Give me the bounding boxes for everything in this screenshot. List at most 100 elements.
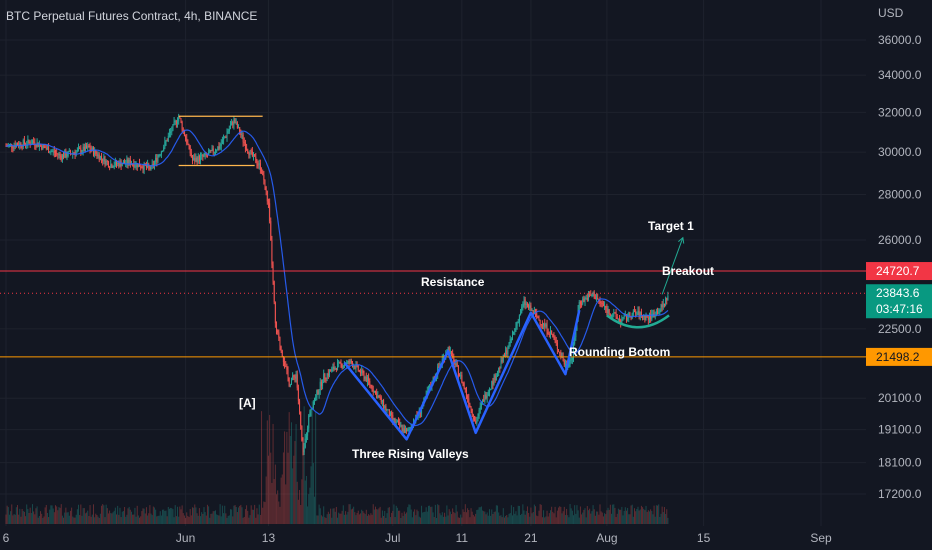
volume-bar	[69, 510, 71, 524]
candle-body	[110, 164, 112, 168]
volume-bar	[558, 507, 560, 524]
volume-bar	[200, 516, 202, 524]
volume-bar	[89, 505, 91, 524]
candle-body	[551, 330, 553, 335]
volume-bar	[11, 504, 13, 524]
volume-bar	[66, 512, 68, 524]
volume-bar	[293, 455, 295, 524]
candle-body	[406, 429, 408, 431]
volume-bar	[300, 505, 302, 524]
candle-body	[133, 163, 135, 168]
volume-bar	[206, 504, 208, 524]
candle-body	[487, 391, 489, 396]
candle-body	[171, 130, 173, 132]
candle-body	[76, 149, 78, 152]
volume-bar	[659, 516, 661, 524]
volume-bar	[38, 515, 40, 524]
candle-body	[498, 367, 500, 373]
candle-body	[152, 164, 154, 166]
candle-body	[292, 375, 294, 381]
candle-body	[204, 153, 206, 156]
volume-bar	[475, 513, 477, 524]
resistance-label: Resistance	[421, 275, 485, 289]
candle-body	[254, 154, 256, 157]
candle-body	[98, 154, 100, 160]
volume-bar	[26, 504, 28, 524]
candle-body	[358, 370, 360, 372]
volume-bar	[663, 507, 665, 524]
candle-body	[167, 135, 169, 142]
volume-bar	[364, 514, 366, 524]
volume-bar	[535, 506, 537, 524]
volume-bar	[203, 507, 205, 524]
volume-bar	[541, 517, 543, 524]
candle-body	[340, 361, 342, 364]
volume-bar	[573, 515, 575, 524]
volume-bar	[140, 516, 142, 524]
candle-body	[121, 163, 123, 167]
volume-bar	[531, 513, 533, 524]
breakout-arrow[interactable]	[661, 237, 684, 295]
candle-body	[217, 146, 219, 151]
candle-body	[61, 154, 63, 160]
candle-body	[342, 366, 344, 368]
volume-bar	[95, 513, 97, 524]
candle-body	[303, 447, 305, 453]
volume-bar	[82, 508, 84, 524]
price-tick-label: 19100.0	[878, 423, 922, 437]
candle-body	[21, 146, 23, 148]
candle-body	[499, 367, 501, 369]
candle-body	[520, 312, 522, 316]
volume-bar	[655, 505, 657, 524]
volume-bar	[228, 515, 230, 524]
candle-body	[198, 155, 200, 161]
price-tick-label: 30000.0	[878, 145, 922, 159]
volume-bar	[345, 511, 347, 524]
volume-bar	[407, 507, 409, 524]
volume-bar	[269, 414, 271, 524]
volume-bar	[127, 508, 129, 524]
candle-body	[616, 316, 618, 319]
candle-body	[348, 361, 350, 364]
volume-bar	[80, 504, 82, 524]
volume-bar	[212, 511, 214, 524]
volume-bar	[346, 514, 348, 524]
candle-body	[117, 162, 119, 165]
candle-body	[522, 303, 524, 307]
candle-body	[78, 148, 80, 150]
candle-body	[243, 141, 245, 143]
volume-bar	[355, 515, 357, 524]
candle-body	[297, 387, 299, 401]
three-rising-valleys-pattern[interactable]	[343, 309, 581, 441]
volume-bar	[441, 512, 443, 524]
time-axis[interactable]	[0, 526, 866, 550]
price-tick-label: 17200.0	[878, 487, 922, 501]
volume-bar	[139, 517, 141, 524]
volume-bar	[462, 509, 464, 524]
volume-bar	[526, 506, 528, 524]
candle-body	[228, 128, 230, 132]
candle-body	[404, 429, 406, 434]
volume-bar	[340, 513, 342, 524]
candle-body	[515, 326, 517, 329]
candle-body	[153, 161, 155, 166]
volume-bar	[630, 505, 632, 524]
candle-body	[666, 297, 668, 301]
volume-bar	[332, 508, 334, 524]
candle-body	[202, 154, 204, 157]
candle-body	[456, 363, 458, 366]
volume-bar	[484, 511, 486, 524]
candle-body	[474, 419, 476, 422]
volume-bar	[486, 512, 488, 524]
rounding-bottom-arc[interactable]	[606, 314, 670, 329]
volume-bar	[211, 513, 213, 524]
volume-bar	[118, 514, 120, 524]
candle-body	[282, 356, 284, 363]
volume-bar	[387, 507, 389, 524]
candle-body	[607, 309, 609, 313]
volume-bar	[444, 512, 446, 524]
volume-bar	[493, 512, 495, 524]
volume-bar	[188, 517, 190, 524]
volume-bar	[640, 505, 642, 524]
